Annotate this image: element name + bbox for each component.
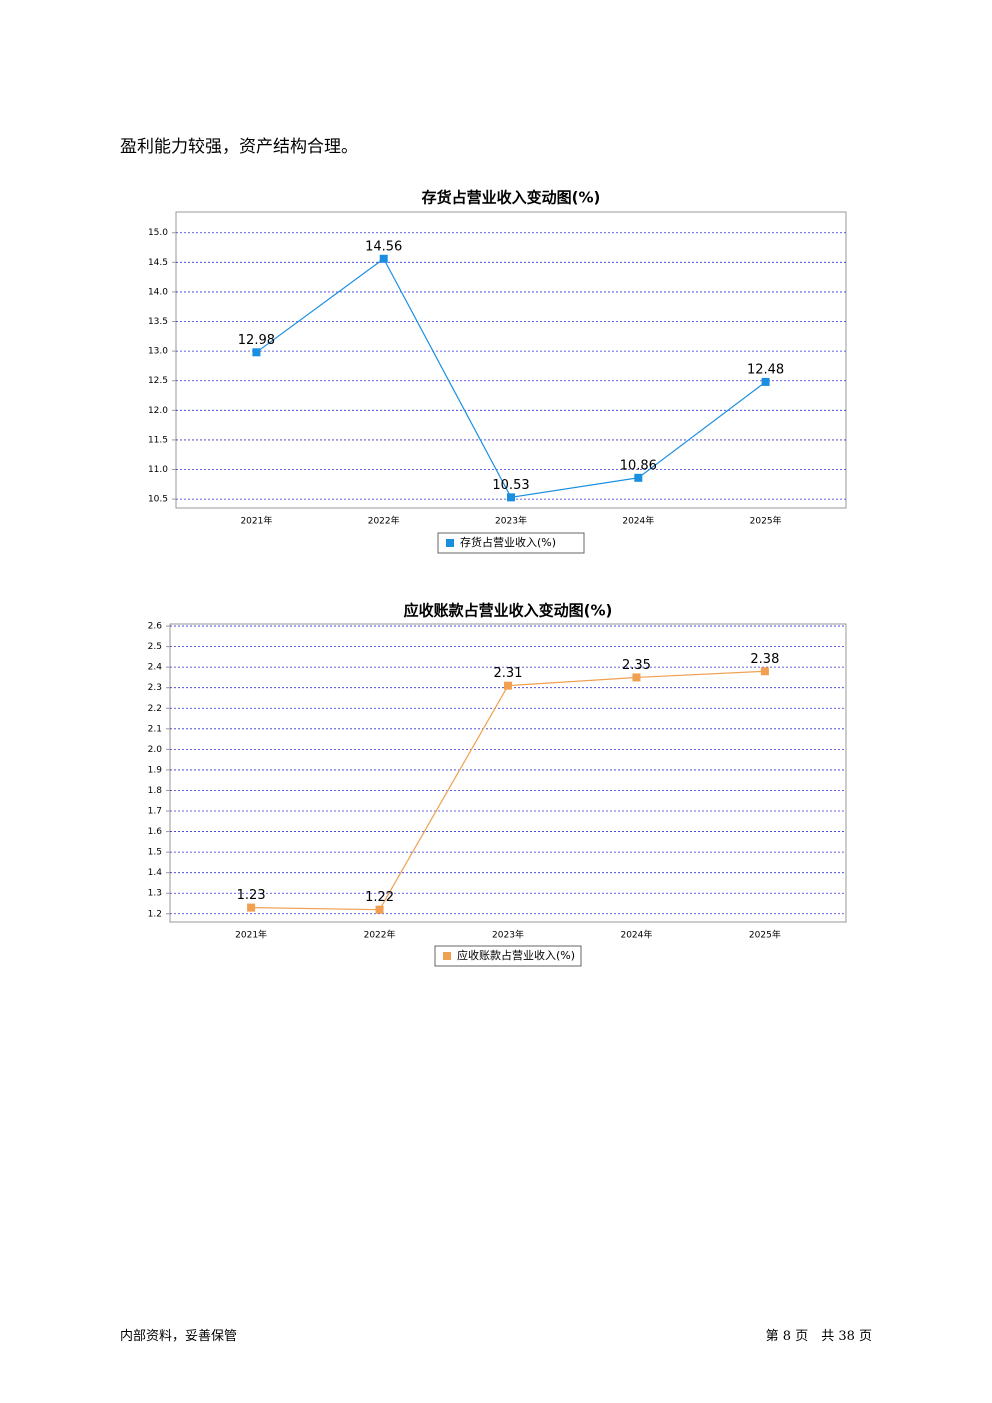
y-tick-label: 11.0 bbox=[148, 465, 168, 475]
data-label: 12.98 bbox=[238, 333, 275, 348]
data-label: 2.38 bbox=[750, 652, 779, 667]
legend-label: 存货占营业收入(%) bbox=[460, 535, 556, 549]
data-label: 12.48 bbox=[747, 362, 784, 377]
data-label: 1.23 bbox=[237, 888, 266, 903]
x-tick-label: 2025年 bbox=[749, 929, 781, 941]
y-tick-label: 1.5 bbox=[148, 848, 162, 858]
y-tick-label: 2.4 bbox=[148, 663, 163, 673]
point bbox=[632, 673, 641, 682]
legend-swatch bbox=[443, 952, 451, 960]
x-tick-label: 2021年 bbox=[240, 515, 272, 527]
y-tick-label: 1.9 bbox=[148, 765, 163, 775]
point bbox=[634, 473, 643, 482]
y-tick-label: 14.0 bbox=[148, 287, 168, 297]
y-tick-label: 15.0 bbox=[148, 228, 168, 238]
y-tick-label: 13.0 bbox=[148, 347, 168, 357]
y-tick-label: 12.0 bbox=[148, 406, 168, 416]
legend-box bbox=[434, 945, 582, 967]
legend-box bbox=[437, 532, 585, 554]
legend-label: 应收账款占营业收入(%) bbox=[457, 948, 575, 962]
x-tick-label: 2022年 bbox=[368, 515, 400, 527]
y-tick-label: 11.5 bbox=[148, 435, 168, 445]
y-tick-label: 12.5 bbox=[148, 376, 168, 386]
x-tick-label: 2025年 bbox=[750, 515, 782, 527]
data-label: 2.31 bbox=[494, 666, 523, 681]
plot-area bbox=[175, 211, 847, 509]
x-tick-label: 2024年 bbox=[620, 929, 652, 941]
x-tick-label: 2022年 bbox=[364, 929, 396, 941]
x-tick-label: 2023年 bbox=[495, 515, 527, 527]
y-tick-label: 2.2 bbox=[148, 704, 162, 714]
data-label: 14.56 bbox=[365, 239, 402, 254]
y-tick-label: 13.5 bbox=[148, 317, 168, 327]
point bbox=[375, 905, 384, 914]
y-tick-label: 1.8 bbox=[148, 786, 163, 796]
y-tick-label: 1.3 bbox=[148, 889, 162, 899]
y-tick-label: 2.6 bbox=[148, 622, 163, 632]
y-tick-label: 1.4 bbox=[148, 868, 163, 878]
point bbox=[507, 493, 515, 502]
data-label: 2.35 bbox=[622, 658, 651, 673]
point bbox=[761, 377, 770, 386]
y-tick-label: 1.6 bbox=[148, 827, 163, 837]
y-tick-label: 2.3 bbox=[148, 683, 162, 693]
x-tick-label: 2021年 bbox=[235, 929, 267, 941]
y-tick-label: 2.5 bbox=[148, 642, 162, 652]
x-tick-label: 2023年 bbox=[492, 929, 524, 941]
point bbox=[247, 903, 256, 912]
y-tick-label: 2.0 bbox=[148, 745, 163, 755]
y-tick-label: 1.2 bbox=[148, 909, 162, 919]
point bbox=[504, 681, 512, 690]
body-text: 盈利能力较强，资产结构合理。 bbox=[120, 137, 358, 157]
y-tick-label: 14.5 bbox=[148, 258, 168, 268]
legend-swatch bbox=[446, 539, 454, 547]
x-tick-label: 2024年 bbox=[622, 515, 654, 527]
chart-title: 存货占营业收入变动图(%) bbox=[422, 189, 601, 207]
point bbox=[252, 348, 261, 357]
charts: 存货占营业收入变动图(%) 10.5 11.0 11.5 12.0 12.5 13.0 13.… bbox=[148, 189, 847, 967]
data-label: 1.22 bbox=[365, 890, 394, 905]
y-tick-label: 2.1 bbox=[148, 724, 162, 734]
footer-right: 第 8 页 共 38 页 bbox=[765, 1329, 872, 1344]
point bbox=[379, 254, 388, 263]
y-tick-label: 10.5 bbox=[148, 495, 168, 505]
data-label: 10.86 bbox=[620, 458, 657, 473]
data-label: 10.53 bbox=[492, 478, 529, 493]
point bbox=[760, 667, 769, 676]
footer-left: 内部资料，妥善保管 bbox=[120, 1329, 238, 1344]
y-tick-label: 1.7 bbox=[148, 807, 162, 817]
chart-title: 应收账款占营业收入变动图(%) bbox=[404, 602, 613, 620]
